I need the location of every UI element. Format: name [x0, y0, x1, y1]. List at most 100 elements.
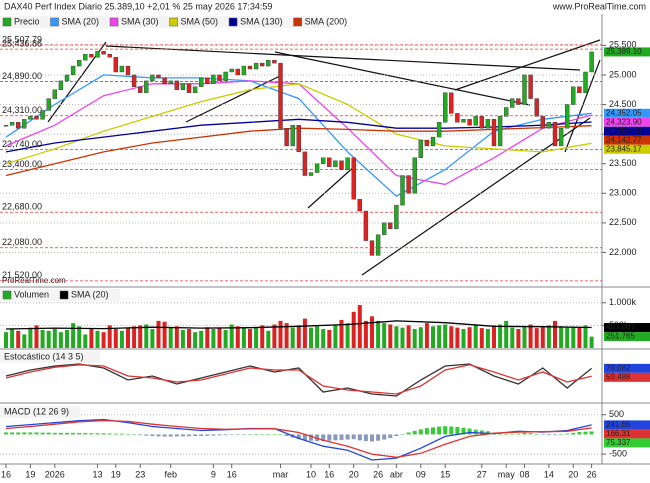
macd-bar [241, 434, 246, 435]
candle [174, 80, 180, 90]
price-tag [604, 438, 650, 448]
volume-bar [418, 327, 423, 348]
indicator-line [5, 364, 592, 395]
legend-label: SMA (30) [121, 16, 159, 26]
macd-bar [40, 432, 45, 435]
candle [107, 54, 112, 58]
candle [436, 122, 442, 138]
y-tick-label: -500 [609, 448, 627, 458]
candle [479, 116, 484, 129]
x-tick-label: 2026 [45, 469, 65, 479]
volume-bar [528, 324, 533, 348]
volume-bar [333, 325, 338, 348]
macd-bar [193, 434, 198, 436]
candle [473, 116, 478, 126]
macd-bar [577, 432, 582, 435]
legend-swatch [2, 17, 12, 27]
volume-bar [479, 328, 484, 348]
macd-bar [34, 432, 39, 435]
candle [339, 160, 344, 170]
candle [296, 125, 301, 153]
candle [369, 240, 375, 256]
y-tick-label: 500 [609, 409, 624, 419]
volume-bar [321, 329, 326, 348]
macd-bar [589, 431, 594, 435]
candle [284, 127, 289, 147]
price-tag [604, 144, 650, 154]
candle [406, 175, 411, 194]
candle [430, 136, 436, 147]
y-tick-label: 24.500 [609, 99, 637, 109]
volume-bar [266, 330, 271, 348]
trend-line [307, 164, 357, 209]
legend-swatch [59, 290, 69, 300]
volume-bar [382, 323, 387, 348]
x-tick-label: mar [273, 469, 289, 479]
macd-bar [22, 432, 27, 435]
macd-bar [437, 426, 442, 435]
candle [522, 74, 527, 105]
macd-bar [217, 434, 222, 436]
volume-bar [162, 321, 167, 348]
price-tag [604, 332, 650, 342]
price-tag-label: 24,205.40 [606, 126, 642, 135]
candle [510, 98, 515, 108]
volume-bar [357, 305, 362, 348]
volume-bar [540, 327, 545, 348]
candle [314, 163, 320, 173]
legend-label: Volumen [14, 289, 49, 299]
candle [137, 86, 143, 93]
volume-bar [571, 326, 576, 348]
candle [46, 98, 51, 111]
indicator-line [5, 419, 592, 458]
macd-bar [559, 434, 564, 435]
volume-bar [522, 326, 527, 348]
candle [223, 71, 228, 82]
volume-bar [394, 326, 399, 348]
candle [125, 65, 131, 76]
volume-bar [400, 327, 405, 348]
price-tag-label: 24,352.05 [606, 108, 642, 117]
candle [394, 204, 399, 229]
candle [198, 77, 204, 87]
y-tick-label: 23.500 [609, 158, 637, 168]
x-tick-label: 14 [544, 469, 554, 479]
candle [162, 77, 167, 85]
volume-bar [461, 329, 466, 348]
level-label: 22,080.00 [2, 237, 42, 247]
macd-bar [180, 434, 185, 437]
macd-bar [546, 434, 551, 436]
candle [583, 71, 588, 93]
macd-bar [339, 434, 344, 440]
header-title: DAX40 Perf Index Diario 25.389,10 +2,01 … [4, 1, 272, 11]
candle [461, 119, 466, 123]
candle [101, 51, 106, 55]
legend-label: SMA (20) [71, 289, 109, 299]
indicator-line [5, 363, 593, 397]
legend-bg [0, 351, 100, 363]
macd-bar [266, 434, 271, 435]
candle [180, 83, 186, 90]
x-tick-label: 16 [227, 469, 237, 479]
price-tag-label: 75.337 [606, 438, 631, 447]
candle [504, 107, 509, 117]
volume-bar [345, 323, 350, 348]
macd-bar [101, 433, 106, 435]
volume-bar [34, 325, 39, 348]
candle [16, 122, 21, 129]
candle [150, 74, 155, 82]
macd-bar [205, 434, 210, 436]
volume-bar [278, 320, 283, 348]
level-label: 25,507.79 [2, 34, 42, 44]
volume-bar [95, 330, 100, 348]
volume-bar [546, 325, 551, 348]
candle [278, 62, 283, 129]
legend-bg [0, 406, 80, 418]
volume-bar [89, 329, 94, 348]
macd-bar [168, 434, 173, 437]
price-tag [604, 135, 650, 145]
volume-bar [431, 326, 435, 348]
macd-bar [119, 433, 124, 435]
price-tag-label: 23,845.17 [606, 144, 642, 153]
candle [22, 119, 27, 129]
